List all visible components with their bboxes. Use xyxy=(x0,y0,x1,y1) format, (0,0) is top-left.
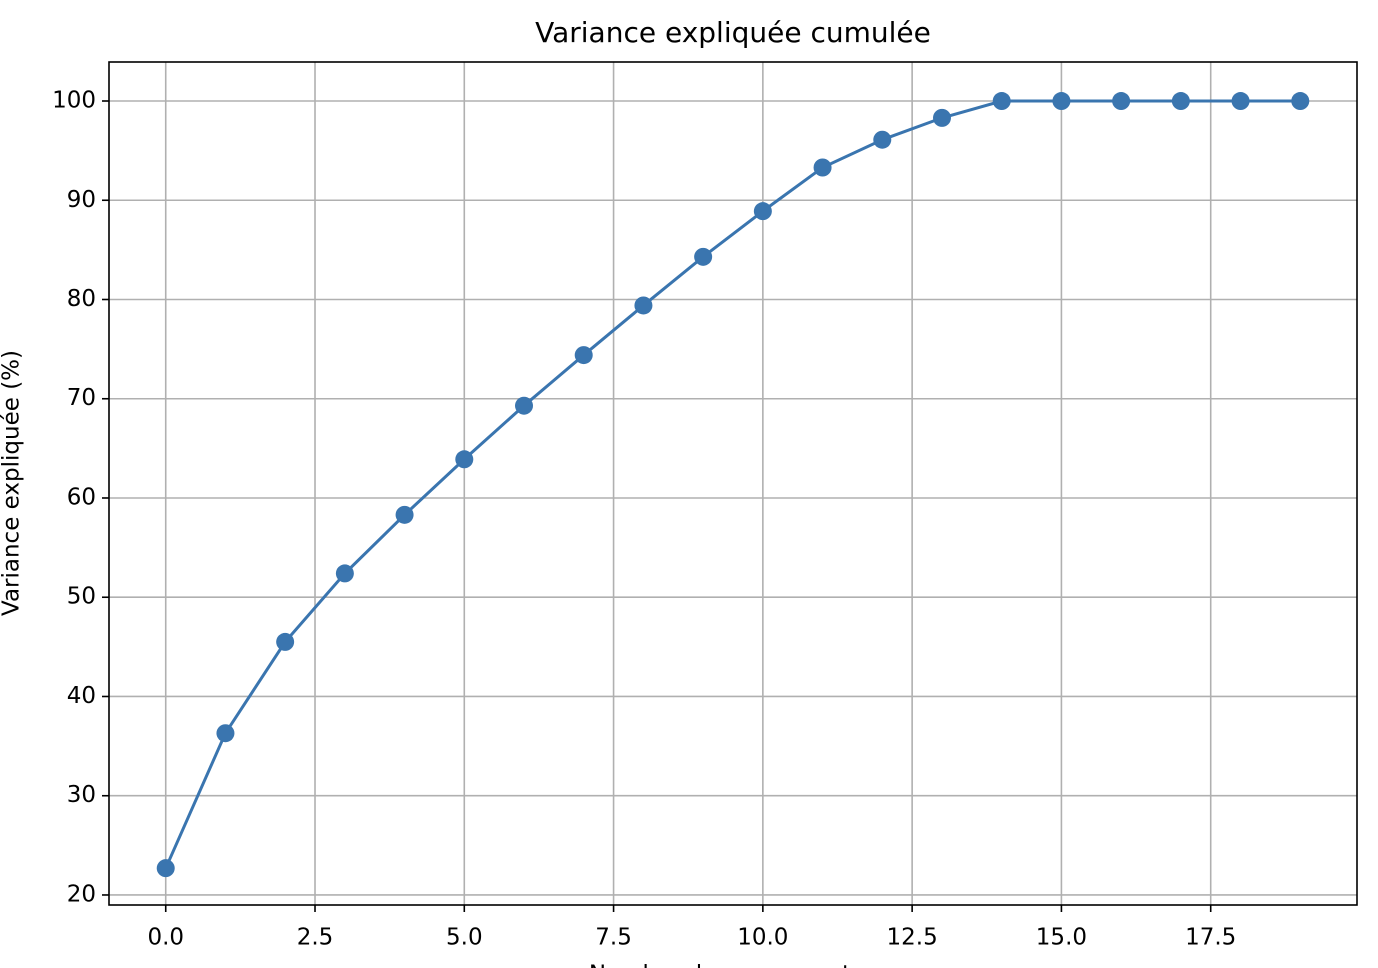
chart-title: Variance expliquée cumulée xyxy=(535,16,931,49)
data-point xyxy=(1112,92,1131,111)
y-tick-label: 50 xyxy=(67,584,96,610)
data-point xyxy=(455,450,474,469)
data-point xyxy=(515,396,534,415)
x-tick-label: 7.5 xyxy=(595,925,632,951)
data-point xyxy=(156,859,175,878)
y-tick-label: 20 xyxy=(67,881,96,907)
y-tick-label: 60 xyxy=(67,484,96,510)
series-line xyxy=(164,99,1301,869)
data-point xyxy=(1171,92,1190,111)
x-tick-label: 10.0 xyxy=(737,925,788,951)
y-tick-label: 40 xyxy=(67,683,96,709)
data-point xyxy=(932,108,951,127)
data-point xyxy=(753,202,772,221)
x-tick-label: 5.0 xyxy=(446,925,483,951)
data-point xyxy=(574,346,593,365)
y-axis-label: Variance expliquée (%) xyxy=(0,350,25,616)
y-tick-label: 30 xyxy=(67,782,96,808)
data-point xyxy=(1052,92,1071,111)
x-tick-label: 15.0 xyxy=(1036,925,1087,951)
data-point xyxy=(216,724,235,743)
y-tick-label: 100 xyxy=(52,88,96,114)
data-point xyxy=(395,505,414,524)
x-tick-label: 2.5 xyxy=(297,925,334,951)
data-point xyxy=(1231,92,1250,111)
x-tick-label: 17.5 xyxy=(1185,925,1236,951)
x-tick-label: 12.5 xyxy=(887,925,938,951)
data-point xyxy=(276,632,295,651)
plot-frame xyxy=(108,61,1358,906)
data-point xyxy=(1291,92,1310,111)
data-point xyxy=(634,296,653,315)
y-tick-label: 80 xyxy=(67,286,96,312)
data-point xyxy=(992,92,1011,111)
data-point xyxy=(335,564,354,583)
y-tick-label: 90 xyxy=(67,187,96,213)
x-axis-label: Nombre de composantes xyxy=(589,962,877,968)
x-tick-label: 0.0 xyxy=(147,925,184,951)
data-point xyxy=(694,247,713,266)
data-point xyxy=(813,158,832,177)
data-point xyxy=(873,130,892,149)
y-tick-label: 70 xyxy=(67,385,96,411)
